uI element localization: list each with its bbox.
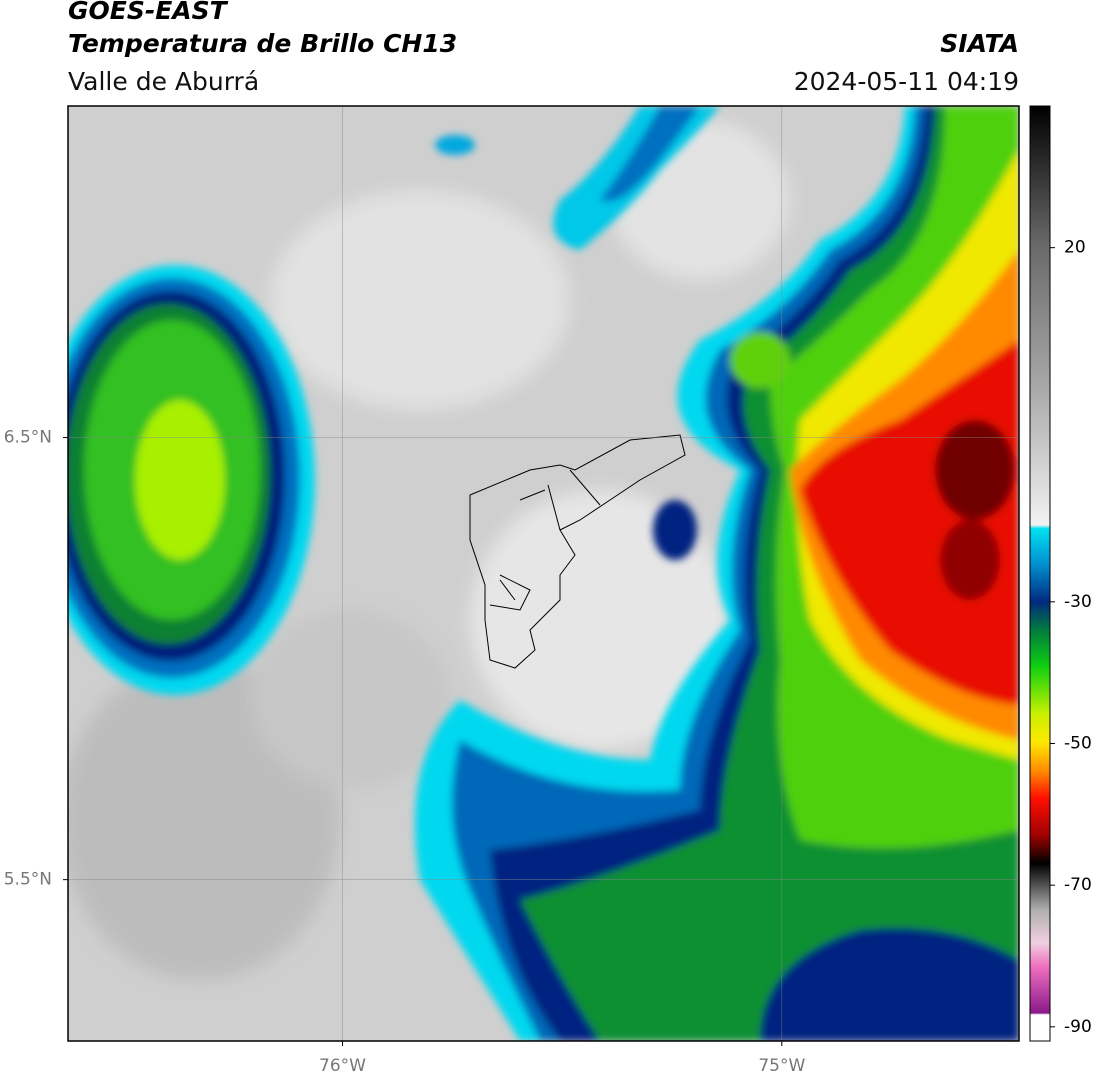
colorbar bbox=[1029, 105, 1051, 1042]
colorbar-tick-label: -90 bbox=[1064, 1017, 1092, 1037]
region: Valle de Aburrá bbox=[68, 67, 259, 96]
subtitle: Temperatura de Brillo CH13 bbox=[68, 29, 457, 58]
colorbar-tick-label: -50 bbox=[1064, 734, 1092, 754]
map-frame bbox=[67, 105, 1020, 1042]
y-tick-label: 6.5°N bbox=[4, 428, 52, 448]
graticule bbox=[63, 106, 1019, 1046]
satellite-image bbox=[68, 106, 1019, 1041]
colorbar-tick-label: -30 bbox=[1064, 592, 1092, 612]
y-tick-label: 5.5°N bbox=[4, 870, 52, 890]
colorbar-tick-label: 20 bbox=[1064, 238, 1086, 258]
datetime: 2024-05-11 04:19 bbox=[794, 67, 1019, 96]
title: GOES-EAST bbox=[68, 0, 229, 25]
colorbar-ticks bbox=[1050, 247, 1055, 1028]
colorbar-tick-label: -70 bbox=[1064, 875, 1092, 895]
source: SIATA bbox=[940, 29, 1019, 58]
x-tick-label: 76°W bbox=[319, 1056, 366, 1076]
x-tick-label: 75°W bbox=[758, 1056, 805, 1076]
